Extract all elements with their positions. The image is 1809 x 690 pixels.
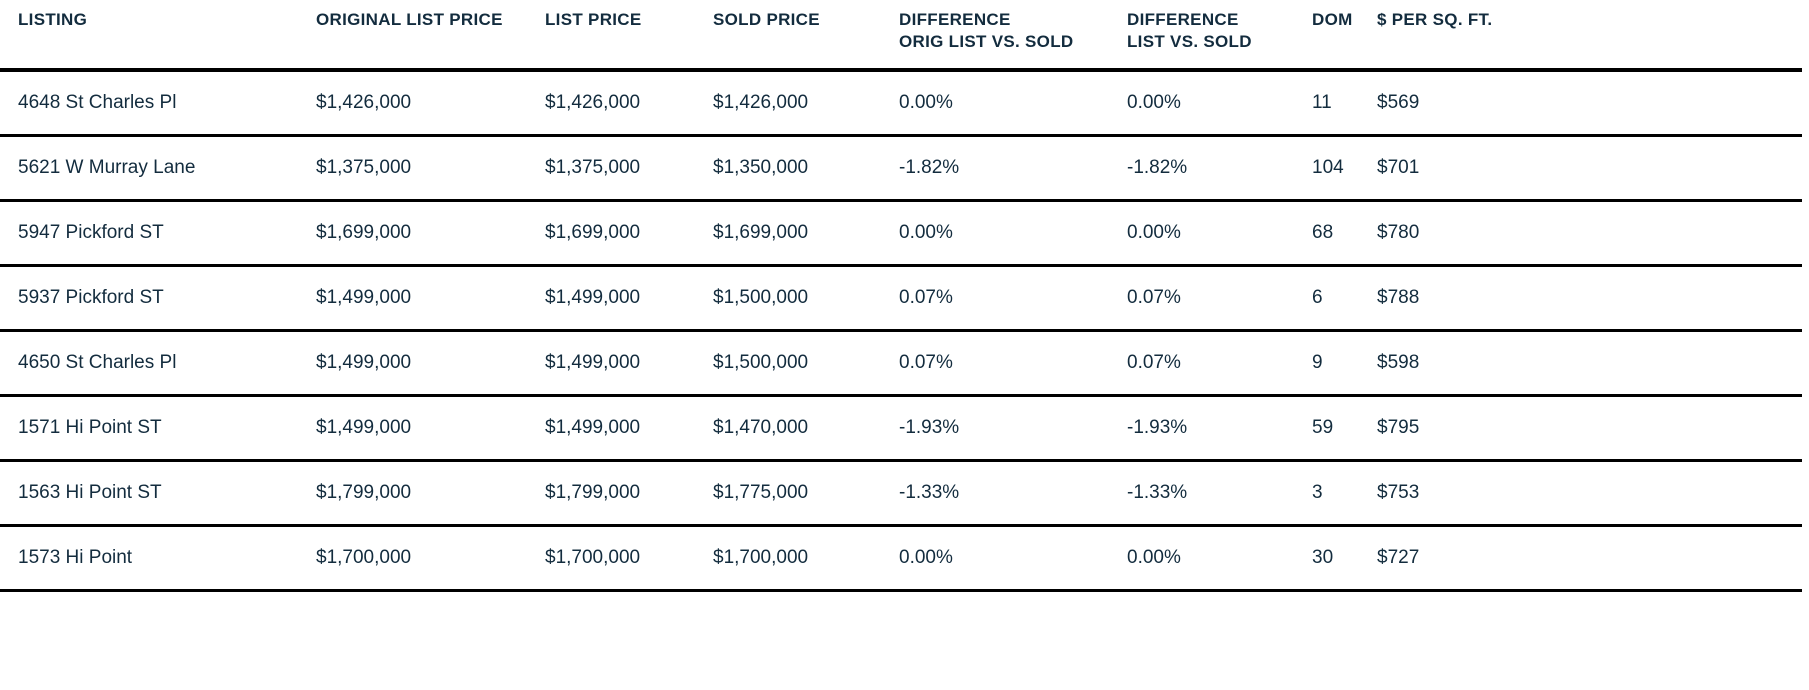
difference-list-vs-sold: -1.33% (1127, 460, 1312, 527)
listing-address: 1573 Hi Point (0, 525, 316, 592)
original-list-price: $1,799,000 (316, 460, 545, 527)
table-row: 4648 St Charles Pl $1,426,000 $1,426,000 $1… (0, 70, 1802, 137)
column-header-label-line1: DIFFERENCE (899, 10, 1011, 29)
days-on-market: 11 (1312, 70, 1377, 137)
listing-address: 1571 Hi Point ST (0, 395, 316, 462)
list-price: $1,499,000 (545, 265, 713, 332)
column-header-dom: DOM (1312, 0, 1377, 72)
days-on-market: 30 (1312, 525, 1377, 592)
list-price: $1,699,000 (545, 200, 713, 267)
price-per-sqft: $598 (1377, 330, 1802, 397)
difference-list-vs-sold: 0.00% (1127, 525, 1312, 592)
difference-list-vs-sold: 0.00% (1127, 200, 1312, 267)
original-list-price: $1,699,000 (316, 200, 545, 267)
days-on-market: 3 (1312, 460, 1377, 527)
column-header-label: $ PER SQ. FT. (1377, 10, 1493, 29)
difference-orig-list-vs-sold: -1.93% (899, 395, 1127, 462)
price-per-sqft: $569 (1377, 70, 1802, 137)
original-list-price: $1,499,000 (316, 330, 545, 397)
sold-price: $1,700,000 (713, 525, 899, 592)
price-per-sqft: $701 (1377, 135, 1802, 202)
column-header-label-line2: LIST VS. SOLD (1127, 32, 1252, 51)
column-header-label: SOLD PRICE (713, 10, 820, 29)
listing-address: 4650 St Charles Pl (0, 330, 316, 397)
sold-price: $1,699,000 (713, 200, 899, 267)
list-price: $1,499,000 (545, 330, 713, 397)
difference-list-vs-sold: -1.93% (1127, 395, 1312, 462)
days-on-market: 104 (1312, 135, 1377, 202)
column-header-label: ORIGINAL LIST PRICE (316, 10, 503, 29)
list-price: $1,799,000 (545, 460, 713, 527)
column-header-price-per-sqft: $ PER SQ. FT. (1377, 0, 1802, 72)
listing-address: 5937 Pickford ST (0, 265, 316, 332)
column-header-sold-price: SOLD PRICE (713, 0, 899, 72)
table-row: 1573 Hi Point $1,700,000 $1,700,000 $1,700,… (0, 525, 1802, 592)
column-header-label: DOM (1312, 10, 1353, 29)
difference-orig-list-vs-sold: -1.82% (899, 135, 1127, 202)
sold-price: $1,426,000 (713, 70, 899, 137)
table-row: 5937 Pickford ST $1,499,000 $1,499,000 $1,5… (0, 265, 1802, 332)
column-header-listing: LISTING (0, 0, 316, 72)
sold-price: $1,775,000 (713, 460, 899, 527)
table-row: 5947 Pickford ST $1,699,000 $1,699,000 $1,6… (0, 200, 1802, 267)
original-list-price: $1,375,000 (316, 135, 545, 202)
difference-list-vs-sold: 0.07% (1127, 330, 1312, 397)
sold-price: $1,470,000 (713, 395, 899, 462)
difference-orig-list-vs-sold: 0.07% (899, 330, 1127, 397)
listing-address: 4648 St Charles Pl (0, 70, 316, 137)
list-price: $1,499,000 (545, 395, 713, 462)
original-list-price: $1,499,000 (316, 265, 545, 332)
column-header-original-list-price: ORIGINAL LIST PRICE (316, 0, 545, 72)
price-per-sqft: $795 (1377, 395, 1802, 462)
column-header-label-line2: ORIG LIST VS. SOLD (899, 32, 1074, 51)
column-header-label: LISTING (18, 10, 88, 29)
column-header-difference-list-vs-sold: DIFFERENCE LIST VS. SOLD (1127, 0, 1312, 72)
sold-price: $1,350,000 (713, 135, 899, 202)
listing-address: 5947 Pickford ST (0, 200, 316, 267)
difference-orig-list-vs-sold: 0.00% (899, 70, 1127, 137)
price-per-sqft: $788 (1377, 265, 1802, 332)
price-per-sqft: $753 (1377, 460, 1802, 527)
difference-orig-list-vs-sold: 0.07% (899, 265, 1127, 332)
list-price: $1,426,000 (545, 70, 713, 137)
days-on-market: 59 (1312, 395, 1377, 462)
days-on-market: 9 (1312, 330, 1377, 397)
table-row: 1563 Hi Point ST $1,799,000 $1,799,000 $1,7… (0, 460, 1802, 527)
table-row: 1571 Hi Point ST $1,499,000 $1,499,000 $1,4… (0, 395, 1802, 462)
original-list-price: $1,426,000 (316, 70, 545, 137)
difference-list-vs-sold: 0.00% (1127, 70, 1312, 137)
original-list-price: $1,700,000 (316, 525, 545, 592)
sold-price: $1,500,000 (713, 265, 899, 332)
days-on-market: 6 (1312, 265, 1377, 332)
table-row: 5621 W Murray Lane $1,375,000 $1,375,000 $1… (0, 135, 1802, 202)
sold-price: $1,500,000 (713, 330, 899, 397)
list-price: $1,375,000 (545, 135, 713, 202)
difference-orig-list-vs-sold: 0.00% (899, 525, 1127, 592)
difference-orig-list-vs-sold: 0.00% (899, 200, 1127, 267)
price-per-sqft: $780 (1377, 200, 1802, 267)
difference-orig-list-vs-sold: -1.33% (899, 460, 1127, 527)
listing-address: 5621 W Murray Lane (0, 135, 316, 202)
list-price: $1,700,000 (545, 525, 713, 592)
table-header-row: LISTING ORIGINAL LIST PRICE LIST PRICE S… (0, 0, 1802, 72)
column-header-label-line1: DIFFERENCE (1127, 10, 1239, 29)
price-per-sqft: $727 (1377, 525, 1802, 592)
column-header-list-price: LIST PRICE (545, 0, 713, 72)
listing-address: 1563 Hi Point ST (0, 460, 316, 527)
column-header-label: LIST PRICE (545, 10, 642, 29)
column-header-difference-orig-list-vs-sold: DIFFERENCE ORIG LIST VS. SOLD (899, 0, 1127, 72)
original-list-price: $1,499,000 (316, 395, 545, 462)
difference-list-vs-sold: 0.07% (1127, 265, 1312, 332)
difference-list-vs-sold: -1.82% (1127, 135, 1312, 202)
days-on-market: 68 (1312, 200, 1377, 267)
sold-listings-table: LISTING ORIGINAL LIST PRICE LIST PRICE S… (0, 0, 1802, 592)
table-row: 4650 St Charles Pl $1,499,000 $1,499,000 $1… (0, 330, 1802, 397)
